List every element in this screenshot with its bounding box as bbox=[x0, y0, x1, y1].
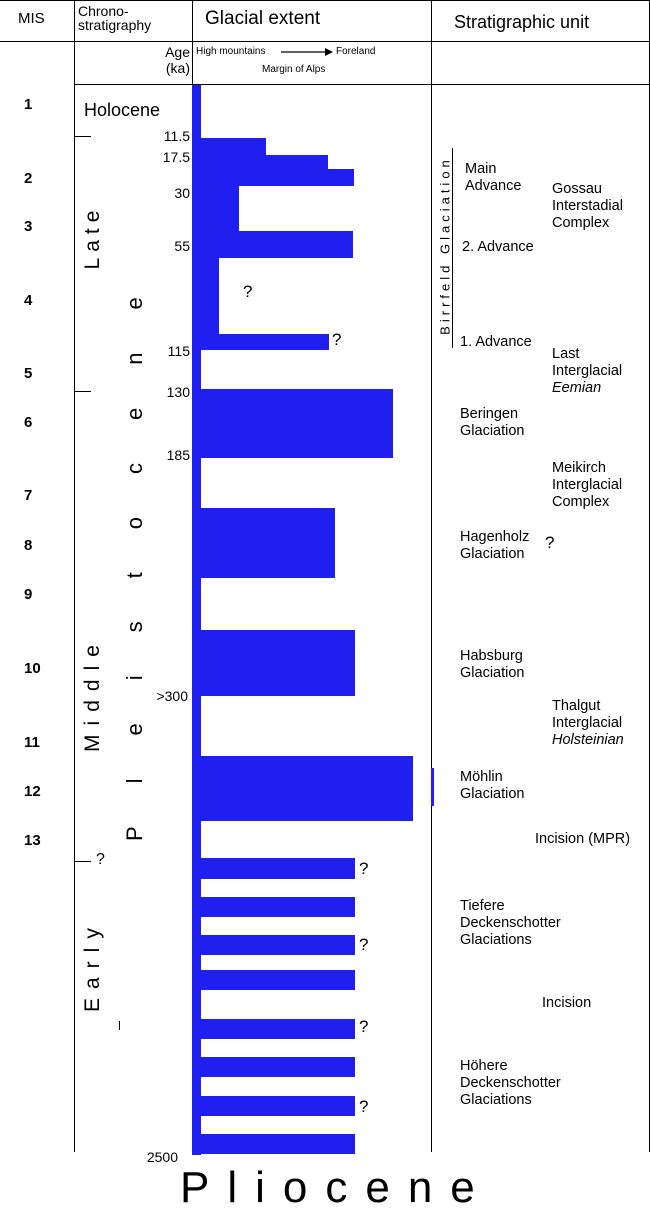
glacial-bar-hohere bbox=[192, 1057, 355, 1077]
boundary-tick-early bbox=[119, 1021, 120, 1030]
unit-eemian: Eemian bbox=[552, 380, 602, 396]
unit-meikirch-complex: Meikirch Interglacial Complex bbox=[552, 460, 623, 510]
mis-number: 6 bbox=[24, 414, 33, 431]
mis-number: 10 bbox=[24, 660, 41, 677]
mis-number: 1 bbox=[24, 96, 33, 113]
age-label: >300 bbox=[156, 688, 188, 704]
glacial-bar-tiefere bbox=[192, 897, 355, 917]
unit-mohlin-glaciation: Möhlin Glaciation bbox=[460, 769, 525, 802]
mis-number: 8 bbox=[24, 537, 33, 554]
glacial-bar-tiefere bbox=[192, 858, 355, 879]
unit-first-advance: 1. Advance bbox=[460, 334, 532, 350]
uncertain-mark: ? bbox=[545, 533, 555, 552]
age-label: 11.5 bbox=[163, 128, 190, 144]
header-glacial-extent: Glacial extent bbox=[205, 8, 321, 29]
glacial-bar-first-advance bbox=[192, 334, 329, 350]
header-high-mountains: High mountains bbox=[196, 46, 266, 57]
unit-last-interglacial: Last Interglacial bbox=[552, 346, 623, 379]
glacial-bar-main-advance bbox=[192, 169, 354, 186]
unit-birrfeld-glaciation: Birrfeld Glaciation bbox=[437, 156, 453, 335]
frame-top-line bbox=[0, 0, 650, 1]
glacial-bar-margin-tick bbox=[431, 768, 434, 806]
unit-beringen-glaciation: Beringen Glaciation bbox=[460, 406, 525, 439]
chrono-early: Early bbox=[81, 919, 104, 1012]
column-divider-1 bbox=[74, 0, 75, 1152]
uncertain-mark: ? bbox=[359, 1097, 369, 1116]
header-mis: MIS bbox=[18, 10, 45, 27]
glacial-bar-stage4 bbox=[192, 256, 219, 336]
arrow-icon bbox=[281, 48, 333, 56]
glacial-bar-hohere bbox=[192, 1134, 355, 1154]
boundary-tick-late-middle bbox=[75, 391, 91, 392]
column-divider-2 bbox=[192, 0, 193, 85]
boundary-tick-middle-early bbox=[75, 861, 91, 862]
unit-thalgut-interglacial: Thalgut Interglacial bbox=[552, 698, 623, 731]
header-foreland: Foreland bbox=[336, 46, 376, 57]
header-margin-of-alps: Margin of Alps bbox=[262, 64, 326, 75]
age-label: 30 bbox=[174, 185, 190, 201]
uncertain-mark: ? bbox=[332, 330, 342, 349]
chrono-boundary-question: ? bbox=[96, 851, 105, 868]
mis-number: 13 bbox=[24, 832, 41, 849]
boundary-tick-holocene bbox=[75, 136, 91, 137]
unit-incision-mpr: Incision (MPR) bbox=[535, 831, 631, 847]
header-stratigraphic-unit: Stratigraphic unit bbox=[454, 12, 590, 32]
birrfeld-bracket-line bbox=[452, 148, 453, 348]
uncertain-mark: ? bbox=[243, 282, 253, 301]
age-label: 185 bbox=[166, 447, 190, 463]
header-chronostratigraphy: Chrono- stratigraphy bbox=[78, 3, 152, 33]
mis-number: 11 bbox=[24, 734, 40, 751]
header-separator-line bbox=[0, 41, 650, 42]
glacial-bar-hohere bbox=[192, 1096, 355, 1116]
unit-hohere-deckenschotter: Höhere Deckenschotter Glaciations bbox=[460, 1058, 561, 1108]
age-label: 115 bbox=[167, 343, 190, 359]
chrono-middle: Middle bbox=[81, 636, 104, 752]
unit-second-advance: 2. Advance bbox=[462, 239, 534, 255]
glacial-bar-tiefere bbox=[192, 970, 355, 990]
age-label: 55 bbox=[174, 238, 190, 254]
unit-tiefere-deckenschotter: Tiefere Deckenschotter Glaciations bbox=[460, 898, 561, 948]
chrono-holocene: Holocene bbox=[84, 100, 161, 120]
glacial-bar-hohere bbox=[192, 1019, 355, 1039]
age-label: 2500 bbox=[146, 1149, 178, 1165]
unit-main-advance: Main Advance bbox=[465, 161, 522, 194]
glacial-bar-tiefere bbox=[192, 935, 355, 955]
glacial-bar-second-advance bbox=[192, 231, 353, 258]
chrono-pliocene: Pliocene bbox=[180, 1163, 493, 1212]
glacial-bar-main-advance bbox=[192, 155, 328, 171]
unit-holsteinian: Holsteinian bbox=[552, 732, 624, 748]
header-age: Age (ka) bbox=[165, 44, 190, 76]
uncertain-mark: ? bbox=[359, 935, 369, 954]
unit-hagenholz-glaciation: Hagenholz Glaciation bbox=[460, 529, 530, 562]
unit-habsburg-glaciation: Habsburg Glaciation bbox=[460, 648, 525, 681]
glacial-bar-hagenholz bbox=[192, 508, 335, 578]
mis-number: 4 bbox=[24, 292, 33, 309]
chrono-pleistocene: Pleistocene bbox=[122, 254, 147, 841]
uncertain-mark: ? bbox=[359, 1017, 369, 1036]
unit-incision: Incision bbox=[542, 995, 592, 1011]
glacial-bar-beringen bbox=[192, 389, 393, 458]
age-label: 17.5 bbox=[162, 149, 190, 165]
column-divider-3 bbox=[431, 0, 432, 1152]
mis-number: 12 bbox=[24, 783, 41, 800]
uncertain-mark: ? bbox=[359, 859, 369, 878]
age-label: 130 bbox=[166, 384, 190, 400]
glacial-bar-spine bbox=[192, 85, 201, 1155]
subheader-separator-line bbox=[75, 84, 650, 85]
unit-gossau-complex: Gossau Interstadial Complex bbox=[552, 181, 623, 231]
glacial-bar-habsburg bbox=[192, 630, 355, 696]
mis-number: 2 bbox=[24, 170, 33, 187]
chrono-late: Late bbox=[81, 204, 104, 270]
glacial-bar-main-advance bbox=[192, 184, 239, 233]
mis-number: 7 bbox=[24, 487, 33, 504]
mis-number: 9 bbox=[24, 586, 33, 603]
mis-number: 3 bbox=[24, 218, 33, 235]
glacial-bar-mohlin bbox=[192, 756, 413, 821]
glacial-bar-main-advance bbox=[192, 138, 266, 157]
mis-number: 5 bbox=[24, 365, 33, 382]
